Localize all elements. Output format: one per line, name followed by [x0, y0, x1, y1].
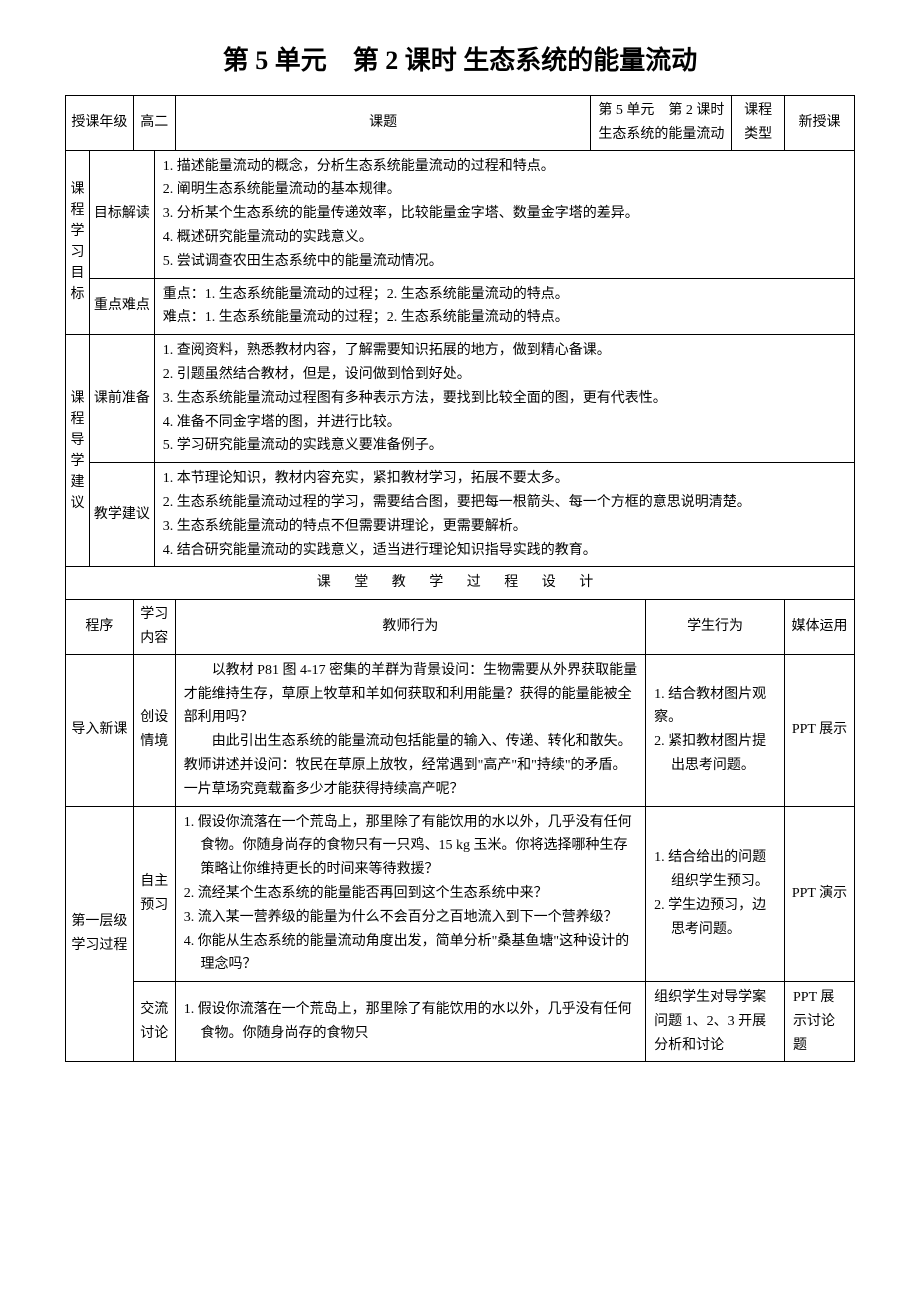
goal-item: 3. 分析某个生态系统的能量传递效率，比较能量金字塔、数量金字塔的差异。	[163, 202, 846, 226]
goal-item: 2. 阐明生态系统能量流动的基本规律。	[163, 178, 846, 202]
advice-item: 1. 本节理论知识，教材内容充实，紧扣教材学习，拓展不要太多。	[163, 467, 846, 491]
intro-row: 导入新课 创设情境 以教材 P81 图 4-17 密集的羊群为背景设问：生物需要…	[66, 654, 855, 806]
process-title: 课 堂 教 学 过 程 设 计	[66, 567, 855, 600]
advice-row-1: 课程导学建议 课前准备 1. 查阅资料，熟悉教材内容，了解需要知识拓展的地方，做…	[66, 335, 855, 463]
level1-teacher-a-item: 2. 流经某个生态系统的能量能否再回到这个生态系统中来？	[184, 882, 637, 906]
intro-student: 1. 结合教材图片观察。 2. 紧扣教材图片提出思考问题。	[646, 654, 785, 806]
level1-row-a: 第一层级学习过程 自主预习 1. 假设你流落在一个荒岛上，那里除了有能饮用的水以…	[66, 806, 855, 982]
level1-content-b: 交流讨论	[133, 982, 175, 1062]
keypoint-item: 难点：1. 生态系统能量流动的过程；2. 生态系统能量流动的特点。	[163, 306, 846, 330]
level1-student-b: 组织学生对导学案问题 1、2、3 开展分析和讨论	[646, 982, 785, 1062]
col-teacher: 教师行为	[175, 600, 645, 655]
type-value: 新授课	[785, 96, 855, 151]
type-label: 课程类型	[732, 96, 785, 151]
prep-label: 课前准备	[90, 335, 155, 463]
prep-item: 5. 学习研究能量流动的实践意义要准备例子。	[163, 434, 846, 458]
process-header-row: 程序 学习内容 教师行为 学生行为 媒体运用	[66, 600, 855, 655]
intro-teacher-p2: 由此引出生态系统的能量流动包括能量的输入、传递、转化和散失。教师讲述并设问：牧民…	[184, 730, 637, 801]
keypoint-item: 重点：1. 生态系统能量流动的过程；2. 生态系统能量流动的特点。	[163, 283, 846, 307]
header-row: 授课年级 高二 课题 第 5 单元 第 2 课时 生态系统的能量流动 课程类型 …	[66, 96, 855, 151]
intro-media: PPT 展示	[785, 654, 855, 806]
advice-section-label: 课程导学建议	[66, 335, 90, 567]
goal-item: 5. 尝试调查农田生态系统中的能量流动情况。	[163, 250, 846, 274]
level1-teacher-b: 1. 假设你流落在一个荒岛上，那里除了有能饮用的水以外，几乎没有任何食物。你随身…	[175, 982, 645, 1062]
level1-teacher-a-item: 4. 你能从生态系统的能量流动角度出发，简单分析"桑基鱼塘"这种设计的理念吗？	[184, 930, 637, 978]
level1-content-a: 自主预习	[133, 806, 175, 982]
prep-item: 4. 准备不同金字塔的图，并进行比较。	[163, 411, 846, 435]
level1-row-b: 交流讨论 1. 假设你流落在一个荒岛上，那里除了有能饮用的水以外，几乎没有任何食…	[66, 982, 855, 1062]
advice-row-2: 教学建议 1. 本节理论知识，教材内容充实，紧扣教材学习，拓展不要太多。 2. …	[66, 463, 855, 567]
level1-teacher-a: 1. 假设你流落在一个荒岛上，那里除了有能饮用的水以外，几乎没有任何食物。你随身…	[175, 806, 645, 982]
keypoint-label: 重点难点	[90, 278, 155, 335]
intro-student-item: 2. 紧扣教材图片提出思考问题。	[654, 730, 776, 778]
page-title: 第 5 单元 第 2 课时 生态系统的能量流动	[65, 40, 855, 77]
grade-label: 授课年级	[66, 96, 134, 151]
level1-teacher-b-text: 1. 假设你流落在一个荒岛上，那里除了有能饮用的水以外，几乎没有任何食物。你随身…	[184, 998, 637, 1046]
keypoint-content: 重点：1. 生态系统能量流动的过程；2. 生态系统能量流动的特点。 难点：1. …	[154, 278, 854, 335]
intro-stage: 导入新课	[66, 654, 134, 806]
goals-section-label: 课程学习目标	[66, 150, 90, 335]
goals-row-2: 重点难点 重点：1. 生态系统能量流动的过程；2. 生态系统能量流动的特点。 难…	[66, 278, 855, 335]
goals-row-1: 课程学习目标 目标解读 1. 描述能量流动的概念，分析生态系统能量流动的过程和特…	[66, 150, 855, 278]
intro-student-item: 1. 结合教材图片观察。	[654, 683, 776, 731]
level1-student-a-item: 1. 结合给出的问题组织学生预习。	[654, 846, 776, 894]
prep-item: 3. 生态系统能量流动过程图有多种表示方法，要找到比较全面的图，更有代表性。	[163, 387, 846, 411]
goal-item: 4. 概述研究能量流动的实践意义。	[163, 226, 846, 250]
level1-student-a-item: 2. 学生边预习，边思考问题。	[654, 894, 776, 942]
level1-student-a: 1. 结合给出的问题组织学生预习。 2. 学生边预习，边思考问题。	[646, 806, 785, 982]
topic-label: 课题	[175, 96, 591, 151]
advice-item: 2. 生态系统能量流动过程的学习，需要结合图，要把每一根箭头、每一个方框的意思说…	[163, 491, 846, 515]
goal-item: 1. 描述能量流动的概念，分析生态系统能量流动的过程和特点。	[163, 155, 846, 179]
col-media: 媒体运用	[785, 600, 855, 655]
process-title-row: 课 堂 教 学 过 程 设 计	[66, 567, 855, 600]
level1-teacher-a-item: 3. 流入某一营养级的能量为什么不会百分之百地流入到下一个营养级？	[184, 906, 637, 930]
prep-content: 1. 查阅资料，熟悉教材内容，了解需要知识拓展的地方，做到精心备课。 2. 引题…	[154, 335, 854, 463]
goal-label: 目标解读	[90, 150, 155, 278]
goal-content: 1. 描述能量流动的概念，分析生态系统能量流动的过程和特点。 2. 阐明生态系统…	[154, 150, 854, 278]
grade-value: 高二	[133, 96, 175, 151]
prep-item: 1. 查阅资料，熟悉教材内容，了解需要知识拓展的地方，做到精心备课。	[163, 339, 846, 363]
advice-content: 1. 本节理论知识，教材内容充实，紧扣教材学习，拓展不要太多。 2. 生态系统能…	[154, 463, 854, 567]
col-stage: 程序	[66, 600, 134, 655]
advice-label: 教学建议	[90, 463, 155, 567]
level1-stage: 第一层级学习过程	[66, 806, 134, 1062]
col-student: 学生行为	[646, 600, 785, 655]
advice-item: 3. 生态系统能量流动的特点不但需要讲理论，更需要解析。	[163, 515, 846, 539]
level1-teacher-a-item: 1. 假设你流落在一个荒岛上，那里除了有能饮用的水以外，几乎没有任何食物。你随身…	[184, 811, 637, 882]
intro-teacher-p1: 以教材 P81 图 4-17 密集的羊群为背景设问：生物需要从外界获取能量才能维…	[184, 659, 637, 730]
level1-media-b: PPT 展示讨论题	[785, 982, 855, 1062]
topic-value: 第 5 单元 第 2 课时 生态系统的能量流动	[591, 96, 732, 151]
advice-item: 4. 结合研究能量流动的实践意义，适当进行理论知识指导实践的教育。	[163, 539, 846, 563]
lesson-plan-table: 授课年级 高二 课题 第 5 单元 第 2 课时 生态系统的能量流动 课程类型 …	[65, 95, 855, 1062]
intro-content: 创设情境	[133, 654, 175, 806]
prep-item: 2. 引题虽然结合教材，但是，设问做到恰到好处。	[163, 363, 846, 387]
col-content: 学习内容	[133, 600, 175, 655]
intro-teacher: 以教材 P81 图 4-17 密集的羊群为背景设问：生物需要从外界获取能量才能维…	[175, 654, 645, 806]
level1-media-a: PPT 演示	[785, 806, 855, 982]
